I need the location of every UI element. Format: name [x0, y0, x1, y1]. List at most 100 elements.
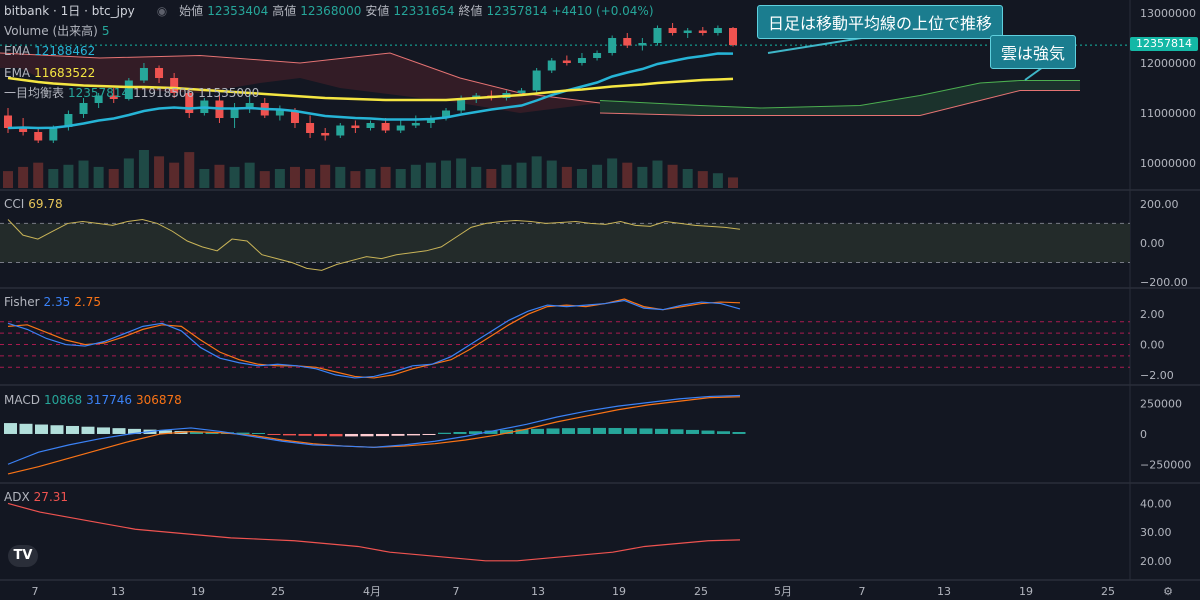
- macd-histogram-bar: [190, 431, 203, 434]
- fisher-v1: 2.35: [43, 295, 71, 309]
- x-tick-label: 7: [859, 585, 866, 598]
- candle-body: [623, 38, 632, 46]
- callout-ma-trend[interactable]: 日足は移動平均線の上位で推移: [757, 5, 1004, 39]
- macd-histogram-bar: [267, 433, 281, 435]
- volume-bar: [78, 160, 89, 188]
- x-tick-label: 4月: [363, 585, 381, 598]
- ema2-legend[interactable]: EMA 11683522: [4, 66, 95, 80]
- open-value: 12353404: [207, 4, 269, 18]
- price-tick-label: 10000000: [1140, 157, 1196, 170]
- volume-bar: [48, 169, 59, 188]
- x-tick-label: 25: [694, 585, 708, 598]
- volume-bar: [637, 166, 648, 188]
- volume-bar: [199, 169, 210, 188]
- price-tick-label: 12000000: [1140, 57, 1196, 70]
- candle-body: [351, 125, 360, 128]
- volume-bar: [108, 169, 119, 188]
- ema2-label: EMA: [4, 66, 31, 80]
- volume-bar: [712, 173, 723, 188]
- candle-body: [577, 58, 586, 63]
- volume-bar: [561, 166, 572, 188]
- candle-body: [109, 95, 118, 99]
- candle-body: [668, 28, 677, 33]
- volume-bar: [335, 166, 346, 188]
- ichimoku-label: 一目均衡表: [4, 86, 65, 100]
- volume-bar: [667, 164, 678, 188]
- candle-body: [306, 123, 315, 133]
- volume-bar: [229, 166, 240, 188]
- cloud-span-a: [599, 80, 1080, 109]
- volume-bar: [380, 166, 391, 188]
- macd-line: [7, 394, 741, 465]
- x-tick-label: 25: [271, 585, 285, 598]
- volume-bar: [305, 169, 316, 188]
- candle-body: [381, 123, 390, 131]
- macd-histogram-bar: [422, 433, 436, 435]
- x-tick-label: 7: [453, 585, 460, 598]
- ichimoku-v3: 11535000: [198, 86, 260, 100]
- candle-body: [336, 125, 345, 136]
- cci-tick-label: 200.00: [1140, 198, 1179, 211]
- ema2-value: 11683522: [34, 66, 96, 80]
- volume-bar: [531, 156, 542, 188]
- macd-histogram-bar: [329, 433, 343, 437]
- macd-histogram-bar: [35, 424, 48, 434]
- volume-bar: [516, 162, 527, 188]
- volume-legend[interactable]: Volume (出来高) 5: [4, 24, 109, 38]
- eye-icon[interactable]: ◉: [156, 4, 168, 18]
- adx-tick-label: 30.00: [1140, 526, 1172, 539]
- x-tick-label: 13: [531, 585, 545, 598]
- macd-histogram-bar: [314, 433, 327, 437]
- volume-label: Volume (出来高): [4, 24, 98, 38]
- low-value: 12331654: [393, 4, 455, 18]
- volume-bar: [169, 162, 180, 188]
- candle-body: [593, 53, 602, 58]
- price-tick-label: 13000000: [1140, 7, 1196, 20]
- volume-bar: [546, 160, 557, 188]
- ema1-legend[interactable]: EMA 12188462: [4, 44, 95, 58]
- x-tick-label: 19: [191, 585, 205, 598]
- candle-body: [139, 68, 148, 81]
- volume-bar: [410, 164, 421, 188]
- x-tick-label: 19: [1019, 585, 1033, 598]
- volume-value: 5: [101, 24, 110, 38]
- tradingview-logo-icon[interactable]: TV: [8, 545, 38, 567]
- cci-value: 69.78: [28, 197, 63, 211]
- volume-bar: [123, 158, 134, 188]
- adx-legend[interactable]: ADX 27.31: [4, 490, 68, 504]
- callout-cloud-bullish[interactable]: 雲は強気: [990, 35, 1077, 69]
- cci-legend[interactable]: CCI 69.78: [4, 197, 63, 211]
- macd-histogram-bar: [283, 433, 296, 436]
- candle-body: [19, 128, 28, 132]
- adx-tick-label: 40.00: [1140, 497, 1172, 510]
- volume-bar: [441, 160, 452, 188]
- macd-histogram-bar: [484, 430, 498, 434]
- x-tick-label: 25: [1101, 585, 1115, 598]
- candle-body: [411, 123, 420, 126]
- candle-body: [49, 127, 58, 141]
- volume-bar: [214, 164, 225, 188]
- macd-histogram-bar: [453, 432, 467, 434]
- volume-bar: [289, 166, 300, 188]
- candle-body: [4, 115, 12, 128]
- macd-histogram-bar: [50, 425, 64, 434]
- cci-tick-label: −200.00: [1140, 276, 1188, 289]
- candle-body: [517, 90, 526, 93]
- macd-label: MACD: [4, 393, 40, 407]
- macd-histogram-bar: [81, 426, 95, 434]
- volume-bar: [350, 171, 361, 188]
- volume-bar: [33, 162, 44, 188]
- volume-bar: [622, 162, 633, 188]
- macd-histogram-bar: [701, 430, 715, 434]
- macd-v3: 306878: [135, 393, 182, 407]
- symbol-label[interactable]: bitbank · 1日 · btc_jpy: [4, 4, 135, 18]
- candle-body: [729, 28, 737, 46]
- price-tick-label: 11000000: [1140, 107, 1196, 120]
- ichimoku-legend[interactable]: 一目均衡表 12357814 11918506 11535000: [4, 86, 259, 100]
- cloud-bullish-area: [600, 80, 1080, 116]
- macd-histogram-bar: [391, 433, 405, 436]
- macd-legend[interactable]: MACD 10868 317746 306878: [4, 393, 182, 407]
- macd-tick-label: 250000: [1140, 398, 1182, 411]
- fisher-legend[interactable]: Fisher 2.35 2.75: [4, 295, 101, 309]
